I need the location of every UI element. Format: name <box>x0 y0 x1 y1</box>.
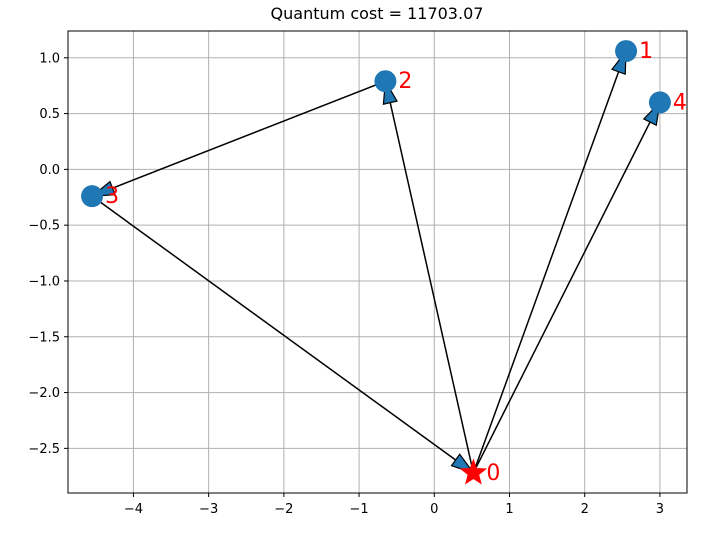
node-marker <box>615 40 638 63</box>
node-marker <box>374 70 397 93</box>
node-label: 3 <box>105 184 119 209</box>
y-tick-label: 1.0 <box>39 51 60 66</box>
node-marker <box>648 91 671 114</box>
y-tick-label: −2.5 <box>28 442 60 457</box>
axes-frame <box>67 30 688 494</box>
axis-ticks: −4 −3 −2 −1 0 1 2 3 −2.5 −2.0 −1.5 −1.0 −0.5 0.0 0.5 1.… <box>28 51 664 517</box>
node-0: 0 <box>459 458 500 486</box>
y-tick-label: −0.5 <box>28 219 60 234</box>
y-tick-label: −1.0 <box>28 274 60 289</box>
node-label: 0 <box>486 461 500 486</box>
edge-line <box>472 50 627 474</box>
x-tick-label: −4 <box>124 502 143 517</box>
node-label: 2 <box>398 69 412 94</box>
node-2: 2 <box>374 69 412 94</box>
y-tick-label: −2.0 <box>28 386 60 401</box>
edge-line <box>91 80 386 197</box>
x-tick-label: −1 <box>349 502 368 517</box>
node-3: 3 <box>81 184 119 209</box>
x-tick-label: 1 <box>505 502 513 517</box>
edge-line <box>91 195 474 474</box>
node-4: 4 <box>648 90 687 115</box>
start-star-marker <box>459 458 488 485</box>
chart-title: Quantum cost = 11703.07 <box>271 4 484 23</box>
y-tick-label: 0.0 <box>39 163 60 178</box>
node-1: 1 <box>615 39 653 64</box>
x-tick-label: 2 <box>581 502 589 517</box>
node-label: 1 <box>639 39 653 64</box>
edges <box>90 49 661 475</box>
edge-line <box>472 102 661 474</box>
edge-line <box>384 81 475 474</box>
x-tick-label: 3 <box>656 502 664 517</box>
x-tick-label: −2 <box>274 502 293 517</box>
edge-0-to-1 <box>472 49 627 474</box>
node-marker <box>81 185 104 208</box>
y-tick-label: −1.5 <box>28 330 60 345</box>
nodes: 0 1 2 3 4 <box>81 39 687 486</box>
x-tick-label: −3 <box>199 502 218 517</box>
node-label: 4 <box>673 90 687 115</box>
x-tick-label: 0 <box>430 502 438 517</box>
y-tick-label: 0.5 <box>39 107 60 122</box>
